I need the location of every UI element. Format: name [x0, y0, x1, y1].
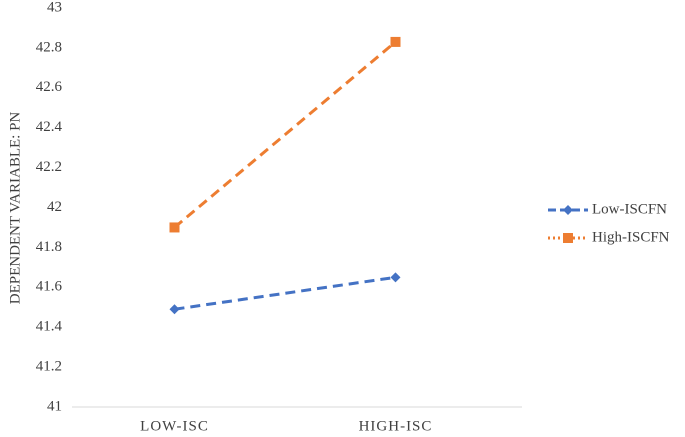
legend-label: Low-ISCFN	[592, 201, 667, 217]
marker	[390, 272, 401, 283]
y-tick-label: 41.6	[36, 279, 63, 295]
y-tick-label: 42.6	[36, 79, 63, 95]
series-line	[173, 40, 397, 229]
y-tick-label: 41.2	[36, 359, 62, 375]
marker	[169, 304, 180, 315]
marker	[390, 36, 401, 47]
x-tick-label: LOW-ISC	[140, 418, 209, 434]
legend-marker	[563, 233, 573, 243]
series-line	[174, 275, 396, 311]
legend-marker	[563, 205, 573, 215]
y-tick-label: 42.4	[36, 119, 63, 135]
x-tick-label: HIGH-ISC	[359, 418, 433, 434]
y-tick-label: 41.8	[36, 239, 62, 255]
y-tick-label: 42	[47, 199, 62, 215]
marker	[169, 222, 180, 233]
y-tick-label: 42.8	[36, 39, 62, 55]
y-axis-label: DEPENDENT VARIABLE: PN	[7, 112, 23, 305]
y-tick-label: 43	[47, 0, 62, 15]
y-tick-label: 41	[47, 398, 62, 414]
legend-label: High-ISCFN	[592, 229, 670, 245]
y-tick-label: 41.4	[36, 319, 63, 335]
y-tick-label: 42.2	[36, 159, 62, 175]
